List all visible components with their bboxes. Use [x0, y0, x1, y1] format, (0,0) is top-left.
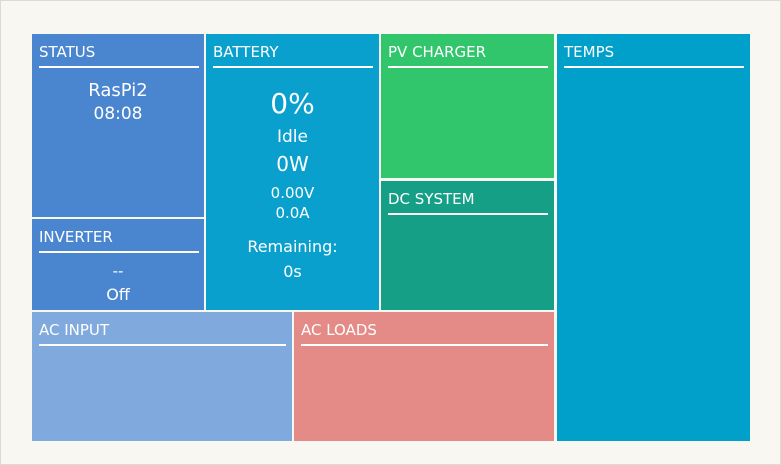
ac-input-tile: AC INPUT — [32, 312, 292, 441]
battery-tile: BATTERY 0% Idle 0W 0.00V 0.0A Remaining:… — [206, 34, 379, 310]
battery-state: Idle — [277, 127, 308, 147]
temps-tile: TEMPS — [557, 34, 750, 441]
tile-title: BATTERY — [213, 43, 279, 61]
title-rule — [301, 344, 548, 346]
title-rule — [39, 66, 199, 68]
tile-title: PV CHARGER — [388, 43, 487, 61]
tile-title: AC INPUT — [39, 321, 110, 339]
title-rule — [564, 66, 744, 68]
tile-title: STATUS — [39, 43, 96, 61]
battery-voltage: 0.00V — [270, 184, 315, 202]
clock: 08:08 — [93, 104, 143, 124]
tile-title: INVERTER — [39, 228, 113, 246]
state-of-charge: 0% — [270, 87, 315, 120]
host-name: RasPi2 — [88, 80, 148, 101]
remaining-time: 0s — [283, 262, 302, 281]
status-tile: STATUS RasPi2 08:08 — [32, 34, 204, 217]
inverter-tile: INVERTER -- Off — [32, 219, 204, 310]
inverter-value: -- — [112, 262, 124, 280]
remaining-label: Remaining: — [247, 237, 338, 256]
title-rule — [388, 66, 548, 68]
dc-system-tile: DC SYSTEM — [381, 181, 554, 310]
tile-title: DC SYSTEM — [388, 190, 475, 208]
title-rule — [39, 251, 199, 253]
title-rule — [39, 344, 286, 346]
tile-title: TEMPS — [564, 43, 615, 61]
battery-power: 0W — [276, 152, 309, 176]
inverter-state: Off — [106, 285, 130, 304]
title-rule — [388, 213, 548, 215]
battery-current: 0.0A — [275, 204, 310, 222]
pv-charger-tile: PV CHARGER — [381, 34, 554, 178]
tile-title: AC LOADS — [301, 321, 377, 339]
ac-loads-tile: AC LOADS — [294, 312, 554, 441]
title-rule — [213, 66, 373, 68]
